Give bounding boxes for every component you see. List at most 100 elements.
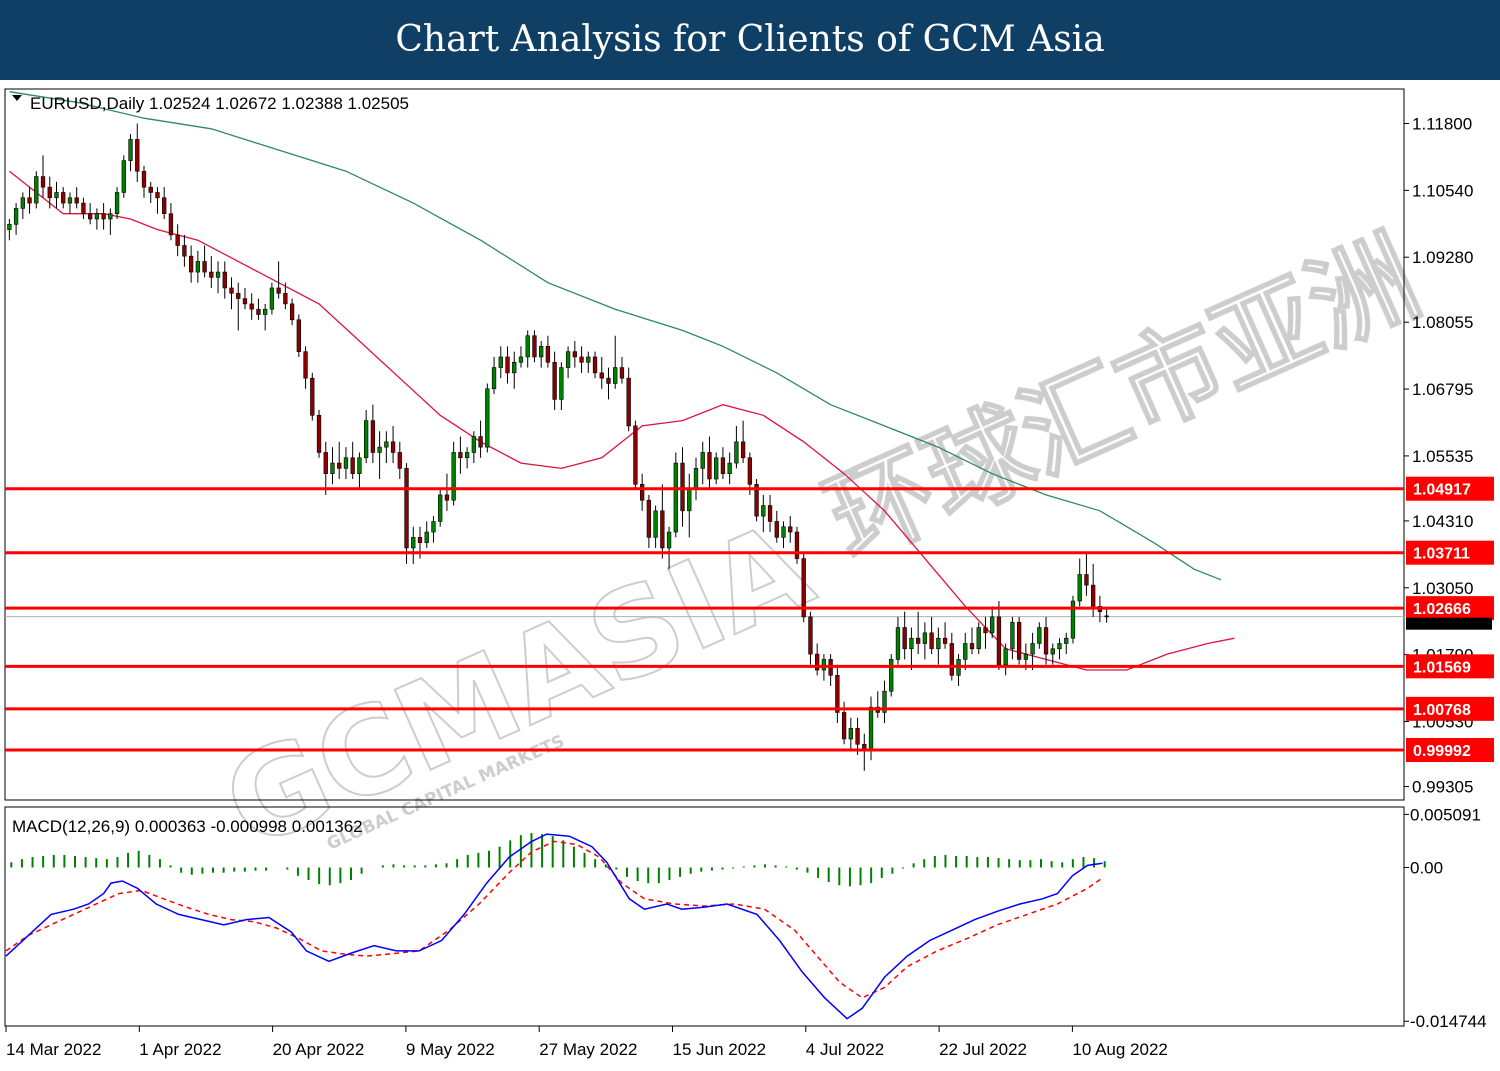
candle-bearish bbox=[1016, 621, 1022, 660]
candle-bullish bbox=[727, 462, 732, 474]
candle-bullish bbox=[693, 468, 699, 490]
candle-bearish bbox=[815, 653, 820, 671]
macd-panel-frame bbox=[4, 806, 1405, 1027]
candle-bullish bbox=[411, 537, 416, 549]
price-tick-label: 1.08055 bbox=[1412, 313, 1473, 332]
symbol-info: EURUSD,Daily 1.02524 1.02672 1.02388 1.0… bbox=[30, 94, 409, 113]
macd-signal-line bbox=[5, 840, 1103, 999]
date-axis: 14 Mar 2022 1 Apr 2022 20 Apr 2022 9 May 20… bbox=[5, 1026, 1168, 1059]
candle-bullish bbox=[431, 521, 436, 533]
candle-bullish bbox=[330, 462, 335, 474]
candle-bearish bbox=[74, 197, 79, 204]
level-tag-label: 1.01569 bbox=[1413, 659, 1471, 676]
candle-bearish bbox=[87, 213, 93, 220]
candle-bearish bbox=[969, 643, 975, 650]
candle-bullish bbox=[963, 643, 968, 660]
candle-bullish bbox=[1070, 600, 1076, 639]
price-tick-label: 0.99305 bbox=[1412, 777, 1473, 796]
candle-bullish bbox=[363, 420, 369, 459]
candle-bullish bbox=[848, 728, 853, 740]
candle-bearish bbox=[1104, 615, 1109, 618]
candle-bearish bbox=[619, 367, 625, 379]
candle-bullish bbox=[121, 160, 126, 193]
candle-bearish bbox=[350, 457, 355, 474]
candle-bullish bbox=[525, 335, 530, 358]
candle-bearish bbox=[390, 441, 396, 453]
candle-bearish bbox=[458, 452, 463, 459]
candle-bearish bbox=[40, 176, 46, 188]
candle-bullish bbox=[922, 632, 928, 644]
candle-bullish bbox=[384, 441, 389, 448]
candle-bearish bbox=[182, 245, 187, 257]
candle-bullish bbox=[518, 356, 524, 363]
date-tick-label: 27 May 2022 bbox=[539, 1040, 637, 1059]
price-tick-label: 1.11800 bbox=[1412, 114, 1472, 133]
candle-bearish bbox=[162, 197, 167, 214]
candle-bearish bbox=[370, 420, 376, 453]
candle-bullish bbox=[13, 208, 19, 225]
candle-bullish bbox=[976, 627, 981, 650]
candle-bearish bbox=[303, 351, 308, 379]
price-tick-label: 1.05535 bbox=[1412, 447, 1473, 466]
level-tag-label: 1.03711 bbox=[1413, 546, 1470, 563]
price-tick-label: 1.03050 bbox=[1412, 579, 1473, 598]
candle-bearish bbox=[47, 186, 52, 199]
candle-bearish bbox=[249, 303, 254, 310]
price-plot bbox=[5, 91, 1404, 771]
candle-bearish bbox=[720, 457, 726, 474]
candle-bullish bbox=[34, 176, 39, 204]
candle-bearish bbox=[135, 139, 140, 172]
candle-bearish bbox=[915, 637, 921, 644]
candle-bullish bbox=[653, 510, 658, 538]
candle-bullish bbox=[895, 627, 901, 660]
candle-bearish bbox=[579, 356, 584, 363]
candle-bearish bbox=[983, 627, 988, 634]
watermark: GCMASIA GLOBAL CAPITAL MARKETS 环球汇市亚洲 bbox=[204, 214, 1436, 877]
candle-bullish bbox=[559, 367, 564, 400]
candle-bullish bbox=[889, 659, 894, 692]
date-tick-label: 20 Apr 2022 bbox=[273, 1040, 365, 1059]
candle-bullish bbox=[67, 197, 73, 204]
date-tick-label: 10 Aug 2022 bbox=[1072, 1040, 1167, 1059]
level-tag bbox=[1406, 596, 1494, 621]
candle-bearish bbox=[660, 510, 665, 549]
candle-bearish bbox=[283, 292, 288, 305]
candle-bearish bbox=[505, 356, 510, 374]
candle-bullish bbox=[498, 356, 503, 368]
candle-bearish bbox=[599, 372, 604, 379]
candle-bearish bbox=[532, 335, 537, 358]
candle-bearish bbox=[942, 637, 948, 644]
candle-bullish bbox=[909, 637, 914, 650]
candle-bearish bbox=[855, 728, 860, 745]
candle-bullish bbox=[451, 452, 456, 501]
level-tag bbox=[1406, 540, 1494, 565]
candle-bearish bbox=[81, 202, 86, 214]
candle-bullish bbox=[7, 224, 12, 230]
level-tag-label: 1.04917 bbox=[1413, 482, 1471, 499]
candle-bearish bbox=[209, 271, 214, 278]
candle-bullish bbox=[357, 457, 362, 474]
candle-bullish bbox=[512, 361, 517, 374]
candle-bearish bbox=[155, 192, 160, 199]
candle-bearish bbox=[1084, 574, 1089, 586]
candle-bullish bbox=[700, 452, 705, 469]
candle-bullish bbox=[263, 308, 268, 315]
candle-bullish bbox=[687, 489, 692, 512]
macd-info: MACD(12,26,9) 0.000363 -0.000998 0.00136… bbox=[12, 817, 363, 836]
candle-bullish bbox=[195, 261, 201, 273]
symbol-dropdown-icon[interactable] bbox=[12, 95, 22, 101]
level-tag bbox=[1406, 696, 1494, 721]
candle-bullish bbox=[20, 197, 25, 209]
candle-bearish bbox=[740, 441, 746, 459]
candle-bullish bbox=[539, 346, 544, 358]
watermark-chinese: 环球汇市亚洲 bbox=[811, 215, 1436, 583]
candle-bearish bbox=[404, 468, 409, 549]
candle-bearish bbox=[996, 616, 1002, 665]
candle-bullish bbox=[1023, 653, 1029, 660]
candle-bullish bbox=[613, 367, 618, 384]
current-price-tag bbox=[1406, 617, 1492, 630]
candle-bearish bbox=[794, 531, 800, 559]
candle-bullish bbox=[781, 526, 786, 538]
moving-average-slow bbox=[9, 91, 1222, 581]
candle-bullish bbox=[821, 659, 827, 671]
